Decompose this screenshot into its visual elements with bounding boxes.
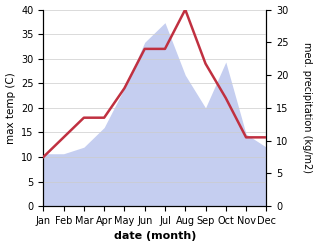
Y-axis label: max temp (C): max temp (C) — [5, 72, 16, 144]
Y-axis label: med. precipitation (kg/m2): med. precipitation (kg/m2) — [302, 42, 313, 173]
X-axis label: date (month): date (month) — [114, 231, 196, 242]
